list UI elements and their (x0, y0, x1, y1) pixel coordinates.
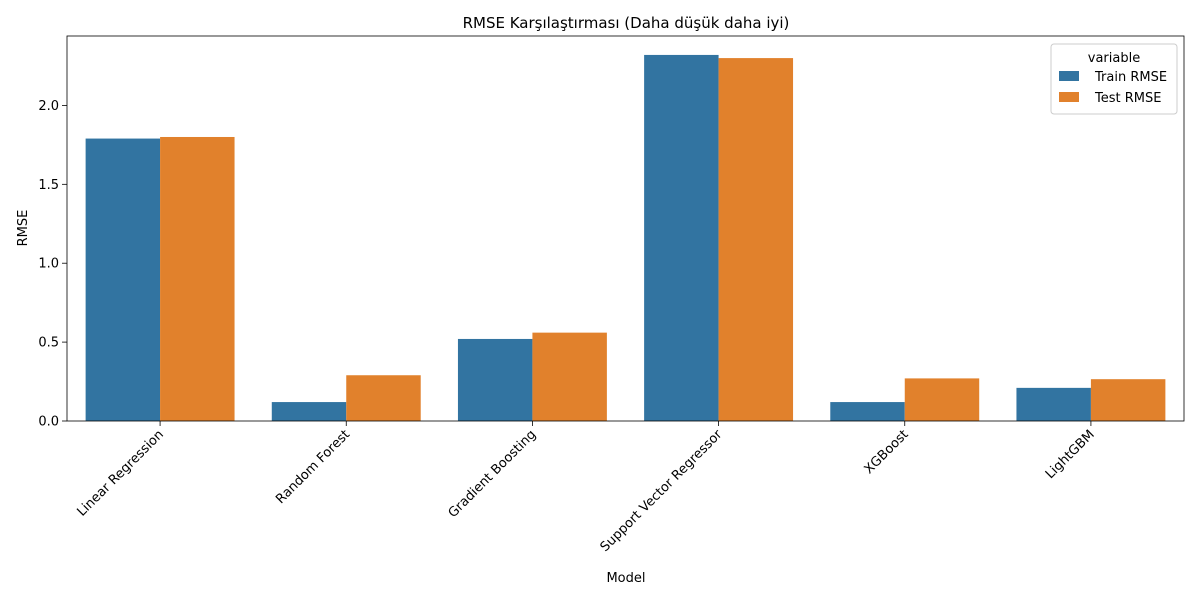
bars-group (85, 54, 1166, 422)
bar-train-2 (457, 338, 533, 421)
bar-train-3 (644, 54, 719, 422)
y-tick-label-3: 1.5 (38, 178, 59, 193)
bar-test-4 (904, 378, 980, 421)
legend-label-test: Test RMSE (1094, 91, 1161, 106)
x-tick-label-3: Support Vector Regressor (598, 427, 726, 555)
legend-swatch-test (1059, 92, 1079, 102)
bar-test-3 (718, 58, 794, 422)
bar-test-1 (346, 375, 421, 421)
chart-title: RMSE Karşılaştırması (Daha düşük daha iy… (463, 14, 790, 32)
x-tick-label-1: Random Forest (273, 427, 353, 507)
bar-train-1 (271, 402, 347, 421)
x-axis-label: Model (606, 571, 645, 586)
x-tick-label-5: LightGBM (1043, 427, 1098, 482)
legend-title: variable (1088, 51, 1140, 66)
bar-test-5 (1090, 379, 1166, 421)
bar-test-2 (532, 332, 607, 421)
legend-label-train: Train RMSE (1094, 70, 1167, 85)
y-axis: 0.0 0.5 1.0 1.5 2.0 (38, 99, 67, 430)
y-tick-label-0: 0.0 (38, 415, 59, 430)
bar-train-0 (85, 138, 161, 422)
bar-train-5 (1016, 387, 1091, 421)
y-tick-label-1: 0.5 (38, 336, 59, 351)
plot-frame (66, 35, 1185, 422)
legend-swatch-train (1059, 71, 1079, 81)
legend-box (1050, 43, 1178, 115)
legend: variable Train RMSE Test RMSE (1050, 43, 1178, 115)
y-tick-label-4: 2.0 (38, 99, 59, 114)
bar-test-0 (160, 136, 235, 421)
y-tick-label-2: 1.0 (38, 257, 59, 272)
x-tick-label-2: Gradient Boosting (446, 427, 540, 521)
x-axis: Linear Regression Random Forest Gradient B… (75, 421, 1098, 555)
y-axis-label: RMSE (16, 210, 31, 247)
x-tick-label-4: XGBoost (862, 427, 912, 477)
x-tick-label-0: Linear Regression (75, 427, 167, 519)
bar-train-4 (830, 402, 905, 421)
